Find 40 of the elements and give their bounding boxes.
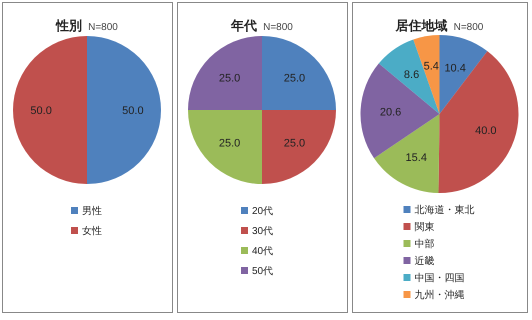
data-label: 25.0 bbox=[284, 72, 306, 85]
data-label: 20.6 bbox=[380, 106, 402, 119]
chart-subtitle: N=800 bbox=[88, 22, 118, 33]
data-label: 25.0 bbox=[218, 72, 240, 85]
pie-slice bbox=[438, 51, 518, 193]
legend-label: 近畿 bbox=[414, 255, 434, 267]
legend-label: 男性 bbox=[82, 205, 102, 217]
pie-slice bbox=[188, 110, 262, 184]
data-label: 25.0 bbox=[284, 137, 306, 150]
pie-slice bbox=[378, 39, 440, 114]
chart-title: 性別 bbox=[55, 18, 82, 33]
legend-label: 50代 bbox=[252, 266, 274, 277]
pie-slice bbox=[440, 35, 488, 114]
legend-label: 20代 bbox=[252, 206, 274, 217]
legend-label: 30代 bbox=[252, 226, 274, 237]
chart-subtitle: N=800 bbox=[263, 22, 294, 33]
pie-slice bbox=[87, 36, 161, 184]
data-label: 8.6 bbox=[404, 68, 420, 81]
data-label: 50.0 bbox=[122, 105, 144, 117]
data-label: 10.4 bbox=[444, 62, 466, 75]
legend-label: 九州・沖縄 bbox=[414, 289, 464, 301]
pie-slice bbox=[13, 36, 87, 184]
legend-label: 関東 bbox=[414, 221, 434, 233]
pie-slice bbox=[262, 110, 336, 184]
legend-label: 中部 bbox=[414, 238, 434, 250]
data-label: 25.0 bbox=[218, 137, 240, 150]
data-label: 40.0 bbox=[475, 124, 497, 137]
legend-label: 女性 bbox=[82, 225, 102, 237]
chart-title: 居住地域 bbox=[394, 18, 448, 33]
chart-subtitle: N=800 bbox=[454, 22, 484, 33]
legend-label: 中国・四国 bbox=[414, 272, 464, 284]
pie-slice bbox=[188, 36, 262, 110]
data-label: 5.4 bbox=[424, 60, 439, 73]
pie-slice bbox=[374, 114, 440, 193]
pie-slice bbox=[262, 36, 336, 110]
legend-label: 北海道・東北 bbox=[414, 204, 474, 216]
data-label: 50.0 bbox=[30, 105, 52, 117]
legend-label: 40代 bbox=[252, 246, 274, 257]
chart-title: 年代 bbox=[230, 18, 258, 33]
data-label: 15.4 bbox=[406, 152, 427, 164]
